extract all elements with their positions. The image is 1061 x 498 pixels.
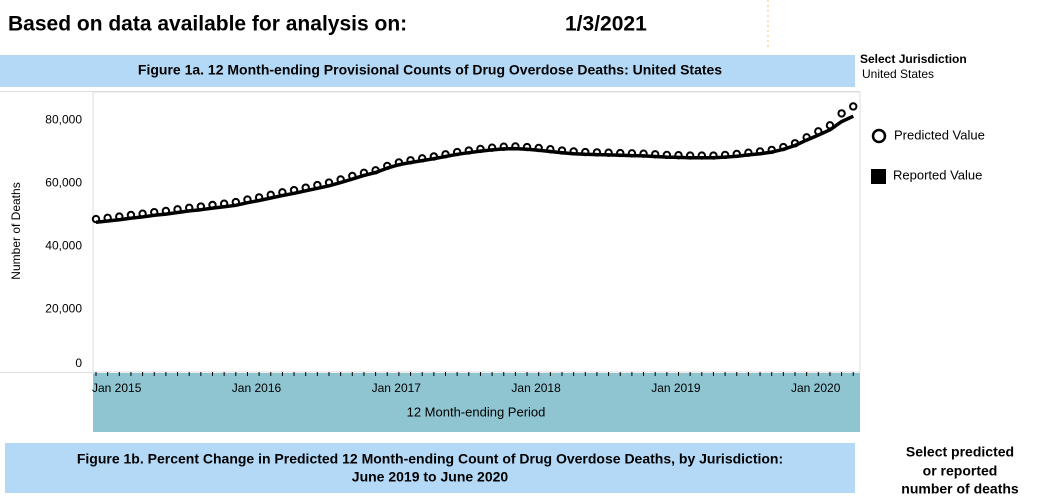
figure-1b-banner — [5, 443, 855, 493]
legend-symbol — [871, 169, 886, 184]
x-tick-label: Jan 2019 — [651, 381, 701, 395]
y-axis-label: Number of Deaths — [9, 182, 23, 279]
figure-1b-title: June 2019 to June 2020 — [352, 469, 509, 485]
y-tick-label: 80,000 — [45, 112, 82, 126]
x-axis-label: 12 Month-ending Period — [407, 404, 546, 419]
header-label: Based on data available for analysis on: — [8, 13, 407, 36]
x-tick-label: Jan 2017 — [372, 381, 422, 395]
predicted-point — [849, 102, 858, 111]
legend-label: Predicted Value — [894, 127, 985, 142]
legend-symbol — [871, 128, 887, 144]
predicted-point — [837, 109, 846, 118]
y-tick-label: 20,000 — [45, 301, 82, 315]
jurisdiction-value[interactable]: United States — [862, 67, 934, 81]
y-tick-label: 60,000 — [45, 175, 82, 189]
jurisdiction-label[interactable]: Select Jurisdiction — [860, 52, 967, 66]
legend-label: Reported Value — [893, 167, 982, 182]
x-tick-label: Jan 2016 — [232, 381, 282, 395]
x-tick-label: Jan 2015 — [92, 381, 142, 395]
plot-area — [92, 91, 861, 373]
selector-label[interactable]: Select predicted — [906, 444, 1014, 460]
y-tick-label: 0 — [75, 356, 82, 370]
selector-label[interactable]: or reported — [923, 463, 998, 479]
x-tick-label: Jan 2020 — [791, 381, 841, 395]
header-date: 1/3/2021 — [565, 13, 647, 36]
selector-label[interactable]: number of deaths — [901, 481, 1019, 497]
figure-1b-title: Figure 1b. Percent Change in Predicted 1… — [77, 451, 783, 467]
x-tick-label: Jan 2018 — [511, 381, 561, 395]
y-tick-label: 40,000 — [45, 238, 82, 252]
title-banner — [0, 55, 855, 87]
reported-line — [95, 114, 855, 224]
chart-title: Figure 1a. 12 Month-ending Provisional C… — [138, 62, 722, 78]
x-axis-band — [93, 373, 860, 432]
